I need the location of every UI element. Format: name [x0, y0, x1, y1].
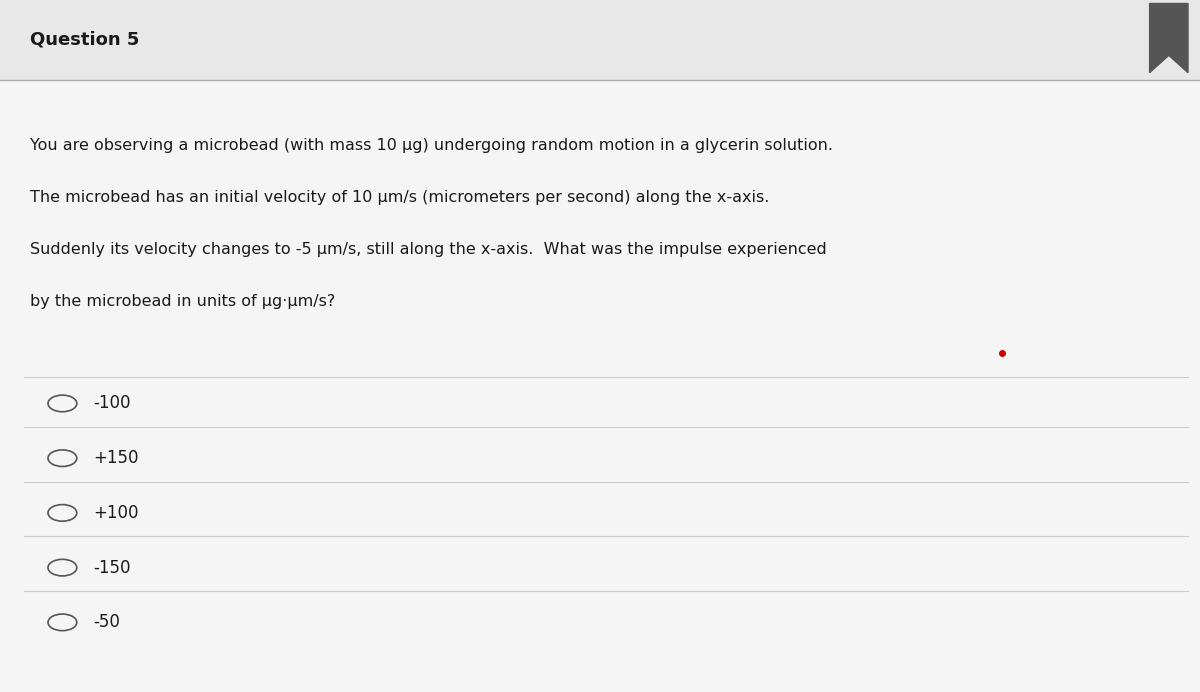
Text: The microbead has an initial velocity of 10 μm/s (micrometers per second) along : The microbead has an initial velocity of… [30, 190, 769, 206]
Polygon shape [1150, 3, 1188, 73]
Text: Suddenly its velocity changes to -5 μm/s, still along the x-axis.  What was the : Suddenly its velocity changes to -5 μm/s… [30, 242, 827, 257]
FancyBboxPatch shape [0, 0, 1200, 80]
Text: Question 5: Question 5 [30, 30, 139, 49]
Text: -50: -50 [94, 613, 120, 631]
Text: +150: +150 [94, 449, 139, 467]
Text: You are observing a microbead (with mass 10 μg) undergoing random motion in a gl: You are observing a microbead (with mass… [30, 138, 833, 154]
Text: -150: -150 [94, 558, 131, 576]
Text: by the microbead in units of μg·μm/s?: by the microbead in units of μg·μm/s? [30, 294, 335, 309]
Text: +100: +100 [94, 504, 139, 522]
Text: -100: -100 [94, 394, 131, 412]
